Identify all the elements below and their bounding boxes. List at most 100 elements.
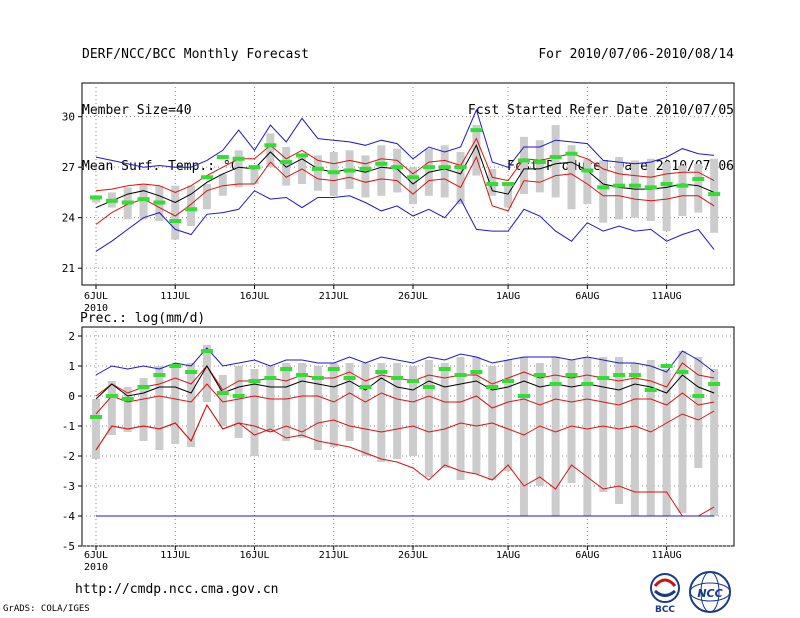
median-mark bbox=[517, 158, 530, 163]
median-mark bbox=[422, 165, 435, 170]
ensemble-range-box bbox=[361, 363, 370, 456]
median-mark bbox=[676, 183, 689, 188]
variable-label-bottom: Prec.: log(mm/d) bbox=[80, 311, 205, 326]
ensemble-range-box bbox=[694, 163, 703, 213]
median-mark bbox=[692, 394, 705, 398]
median-mark bbox=[660, 182, 673, 186]
median-mark bbox=[105, 198, 118, 203]
ensemble-range-box bbox=[202, 345, 211, 402]
median-mark bbox=[105, 394, 118, 398]
median-mark bbox=[470, 128, 483, 133]
median-mark bbox=[90, 195, 102, 200]
median-mark bbox=[422, 385, 435, 389]
median-mark bbox=[185, 207, 198, 212]
ensemble-range-box bbox=[615, 357, 624, 504]
ensemble-range-box bbox=[504, 185, 513, 208]
median-mark bbox=[248, 379, 261, 383]
median-mark bbox=[470, 370, 483, 374]
plot-frame bbox=[81, 82, 735, 286]
bcc-logo: BCC bbox=[650, 573, 680, 614]
ensemble-range-box bbox=[377, 363, 386, 462]
year-label: 2010 bbox=[84, 303, 108, 314]
median-mark bbox=[517, 394, 530, 398]
x-tick-label: 21JUL bbox=[319, 291, 349, 302]
x-tick-label: 26JUL bbox=[398, 550, 428, 561]
median-mark bbox=[502, 379, 515, 383]
x-tick-label: 6AUG bbox=[575, 550, 599, 561]
y-tick-label: 24 bbox=[62, 212, 76, 225]
median-mark bbox=[628, 373, 641, 377]
median-mark bbox=[708, 192, 721, 197]
ncc-logo-text: NCC bbox=[697, 587, 722, 600]
median-mark bbox=[486, 385, 499, 389]
ensemble-range-box bbox=[535, 363, 544, 486]
ensemble-range-box bbox=[456, 152, 465, 205]
ensemble-range-box bbox=[377, 145, 386, 196]
ensemble-range-box bbox=[187, 185, 196, 227]
ensemble-range-box bbox=[472, 357, 481, 474]
x-tick-label: 11AUG bbox=[652, 550, 682, 561]
median-mark bbox=[216, 391, 229, 395]
median-mark bbox=[200, 349, 213, 353]
y-tick-label: -4 bbox=[62, 510, 76, 523]
series-mean-line bbox=[95, 144, 715, 209]
x-tick-label: 21JUL bbox=[319, 550, 349, 561]
x-tick-label: 1AUG bbox=[496, 550, 520, 561]
ensemble-range-box bbox=[393, 363, 402, 459]
median-mark bbox=[407, 379, 419, 383]
x-tick-label: 6JUL bbox=[84, 550, 108, 561]
median-mark bbox=[533, 373, 546, 377]
ensemble-range-box bbox=[646, 360, 655, 516]
y-tick-label: 27 bbox=[62, 161, 75, 174]
ensemble-range-box bbox=[440, 145, 449, 198]
chart-title: DERF/NCC/BCC Monthly Forecast bbox=[82, 47, 309, 62]
ensemble-range-box bbox=[393, 148, 402, 193]
ensemble-range-box bbox=[456, 357, 465, 480]
median-mark bbox=[232, 394, 245, 398]
median-mark bbox=[708, 382, 721, 386]
median-mark bbox=[676, 370, 689, 374]
ensemble-range-box bbox=[519, 136, 528, 195]
median-mark bbox=[613, 183, 626, 188]
x-tick-label: 11JUL bbox=[160, 550, 190, 561]
median-mark bbox=[153, 373, 166, 377]
y-tick-label: -1 bbox=[62, 420, 75, 433]
median-mark bbox=[185, 370, 198, 374]
x-tick-label: 11JUL bbox=[160, 291, 190, 302]
median-mark bbox=[407, 175, 419, 180]
ensemble-range-box bbox=[551, 357, 560, 516]
ensemble-range-box bbox=[646, 158, 655, 222]
footer-url[interactable]: http://cmdp.ncc.cma.gov.cn bbox=[75, 582, 279, 597]
median-mark bbox=[248, 165, 261, 170]
forecast-period: For 2010/07/06-2010/08/14 bbox=[538, 47, 734, 62]
ensemble-range-box bbox=[583, 158, 592, 205]
ensemble-range-box bbox=[282, 146, 291, 186]
ensemble-range-box bbox=[694, 357, 703, 468]
median-mark bbox=[391, 165, 404, 170]
plot-1: 6JUL 11JUL 16JUL 21JUL 26JUL 1AUG 6AUG 11AUG 201… bbox=[62, 82, 735, 314]
ensemble-range-box bbox=[409, 167, 417, 205]
ensemble-range-box bbox=[615, 157, 624, 220]
ensemble-range-box bbox=[630, 363, 639, 516]
median-mark bbox=[613, 373, 626, 377]
median-mark bbox=[311, 166, 324, 171]
y-tick-label: -3 bbox=[62, 480, 75, 493]
y-tick-label: 21 bbox=[62, 262, 75, 275]
ncc-logo: NCC bbox=[689, 571, 731, 613]
y-tick-label: -2 bbox=[62, 450, 75, 463]
ensemble-range-box bbox=[519, 357, 528, 516]
plot-frame bbox=[81, 326, 735, 547]
series-max-line bbox=[95, 108, 715, 168]
ensemble-range-box bbox=[567, 145, 576, 210]
grads-credit: GrADS: COLA/IGES bbox=[3, 604, 90, 614]
median-mark bbox=[438, 367, 451, 371]
ensemble-range-box bbox=[266, 133, 275, 168]
median-mark bbox=[581, 382, 594, 386]
median-mark bbox=[597, 376, 610, 380]
median-mark bbox=[327, 170, 340, 175]
median-mark bbox=[280, 160, 293, 165]
x-tick-label: 6AUG bbox=[575, 291, 599, 302]
ensemble-range-box bbox=[551, 125, 560, 198]
series-p_high-line bbox=[95, 362, 715, 397]
ensemble-range-box bbox=[424, 360, 433, 477]
